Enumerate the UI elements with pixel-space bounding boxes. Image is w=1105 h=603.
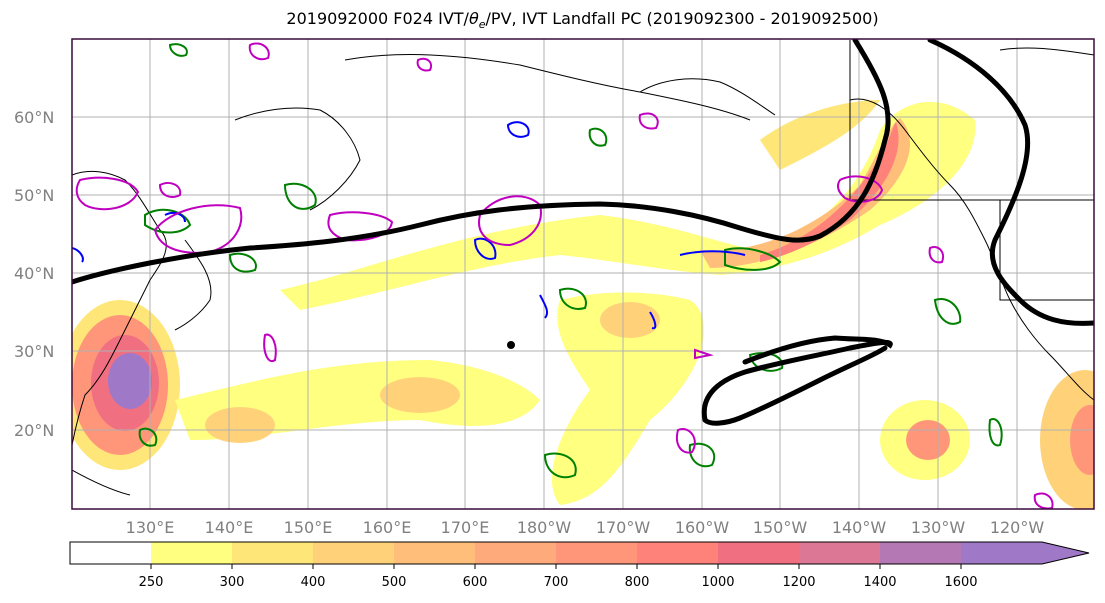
lon-label: 140°W	[832, 518, 887, 537]
lon-label: 140°E	[205, 518, 254, 537]
lat-label: 60°N	[14, 108, 54, 127]
lat-label: 30°N	[14, 342, 54, 361]
lon-label: 150°W	[753, 518, 808, 537]
ivt-landfall-pc-contour	[72, 39, 1094, 426]
ivt-far-east-blob	[1040, 370, 1094, 509]
ivt-east-blob-inner	[906, 420, 950, 460]
graticule	[72, 39, 1094, 509]
latitude-labels: 60°N 50°N 40°N 30°N 20°N	[14, 108, 54, 440]
ivt-far-east-core	[1070, 405, 1094, 475]
lon-label: 170°W	[596, 518, 651, 537]
lon-label: 180°W	[517, 518, 572, 537]
lon-label: 170°E	[441, 518, 490, 537]
lon-label: 160°E	[363, 518, 412, 537]
lat-label: 50°N	[14, 186, 54, 205]
figure-title: 2019092000 F024 IVT/θe/PV, IVT Landfall …	[0, 9, 1105, 31]
ivt-ar-band-core	[760, 122, 899, 262]
ivt-blob-1	[205, 407, 275, 443]
map-layers	[72, 39, 1094, 509]
ivt-shading	[72, 100, 1094, 509]
ivt-central-band	[551, 292, 705, 505]
longitude-labels: 130°E 140°E 150°E 160°E 170°E 180°W 170°…	[126, 518, 1045, 537]
pv-positive-contours	[75, 42, 1054, 509]
ivt-blob-2	[380, 377, 460, 413]
title-suffix: /PV, IVT Landfall PC (2019092300 - 20190…	[485, 9, 879, 28]
pv-negative-contours	[72, 121, 746, 330]
lon-label: 120°W	[990, 518, 1045, 537]
ivt-blob-3	[600, 302, 660, 338]
lon-label: 130°E	[126, 518, 175, 537]
lon-label: 160°W	[675, 518, 730, 537]
lat-label: 40°N	[14, 264, 54, 283]
title-theta-subscript: e	[478, 18, 486, 32]
lat-label: 20°N	[14, 421, 54, 440]
lon-label: 130°W	[911, 518, 966, 537]
title-prefix: 2019092000 F024 IVT/	[286, 9, 469, 28]
map-frame	[71, 38, 1095, 510]
lon-label: 150°E	[284, 518, 333, 537]
ivt-ar-band-outer	[280, 101, 976, 311]
ivt-typhoon-core	[108, 353, 152, 409]
title-theta-symbol: θ	[468, 9, 479, 28]
